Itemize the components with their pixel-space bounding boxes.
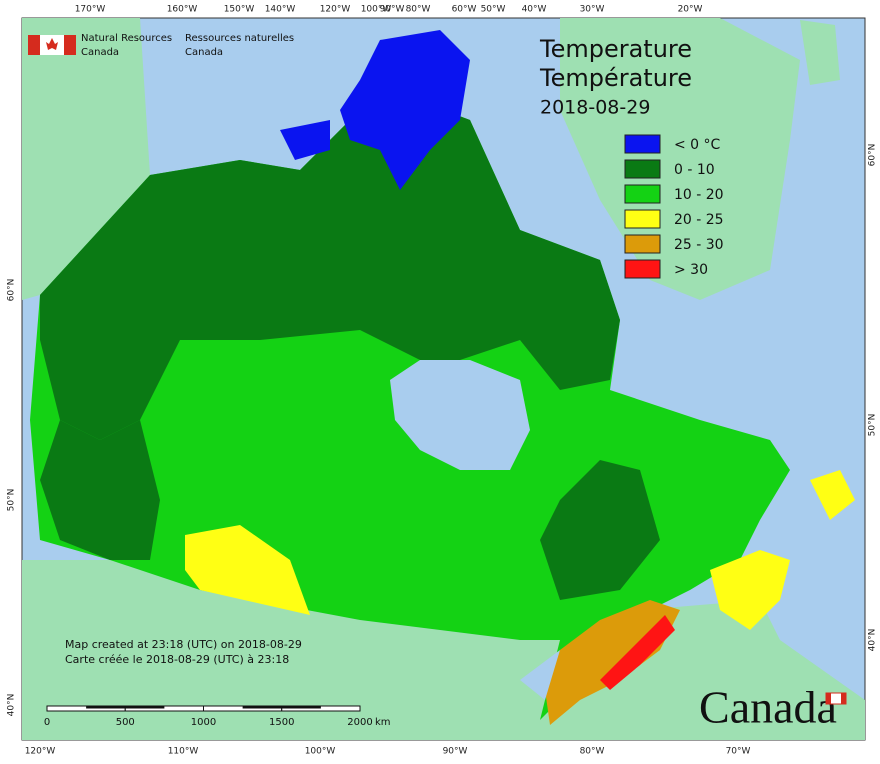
bottom-label: 100°W bbox=[305, 747, 336, 757]
top-label: 50°W bbox=[481, 5, 506, 15]
title-date: 2018-08-29 bbox=[540, 97, 650, 119]
top-label: 170°W bbox=[75, 5, 106, 15]
top-label: 160°W bbox=[167, 5, 198, 15]
hudson-bay bbox=[390, 360, 530, 470]
legend-label: < 0 °C bbox=[674, 137, 721, 153]
bottom-label: 70°W bbox=[726, 747, 751, 757]
left-label: 40°N bbox=[7, 694, 17, 717]
right-label: 60°N bbox=[868, 144, 878, 167]
top-label: 90°W bbox=[380, 5, 405, 15]
right-label: 50°N bbox=[868, 414, 878, 437]
alaska bbox=[22, 18, 150, 300]
arctic-cold bbox=[340, 30, 470, 190]
legend-label: 20 - 25 bbox=[674, 212, 724, 228]
great-lakes bbox=[520, 650, 560, 700]
ontario-very-hot bbox=[600, 615, 675, 690]
left-label: 60°N bbox=[7, 279, 17, 302]
title-fr: Température bbox=[539, 64, 692, 92]
top-label: 40°W bbox=[522, 5, 547, 15]
map-note: Map created at 23:18 (UTC) on 2018-08-29 bbox=[65, 638, 302, 651]
bottom-label: 80°W bbox=[580, 747, 605, 757]
flag-bar bbox=[28, 35, 40, 55]
left-label: 50°N bbox=[7, 489, 17, 512]
top-label: 150°W bbox=[224, 5, 255, 15]
legend-swatch bbox=[624, 234, 661, 254]
wordmark-flag-bar bbox=[826, 693, 831, 704]
scale-label: 1500 bbox=[269, 717, 294, 728]
ontario-hot bbox=[545, 600, 680, 725]
scale-segment-half bbox=[281, 706, 321, 709]
top-label: 20°W bbox=[678, 5, 703, 15]
scale-label: 1000 bbox=[191, 717, 216, 728]
legend-label: 25 - 30 bbox=[674, 237, 724, 253]
title-en: Temperature bbox=[539, 35, 692, 63]
canada-0-10-north bbox=[40, 90, 620, 440]
top-label: 100°W bbox=[361, 5, 392, 15]
bottom-label: 90°W bbox=[443, 747, 468, 757]
agency-en: Canada bbox=[81, 47, 119, 58]
top-label: 140°W bbox=[265, 5, 296, 15]
legend-swatch bbox=[624, 134, 661, 154]
legend-label: > 30 bbox=[674, 262, 708, 278]
maritimes-warm bbox=[710, 550, 790, 630]
bottom-label: 120°W bbox=[25, 747, 56, 757]
canada-0-10-quebec bbox=[540, 460, 660, 600]
arctic-cold-2 bbox=[280, 120, 330, 160]
flag-bar bbox=[64, 35, 76, 55]
agency-fr: Ressources naturelles bbox=[185, 33, 294, 44]
legend-swatch bbox=[624, 184, 661, 204]
scale-unit: km bbox=[375, 717, 391, 728]
scale-segment-half bbox=[125, 706, 165, 709]
bottom-label: 110°W bbox=[168, 747, 199, 757]
map-note: Carte créée le 2018-08-29 (UTC) à 23:18 bbox=[65, 653, 289, 666]
usa bbox=[22, 560, 865, 740]
iceland bbox=[800, 20, 840, 85]
wordmark-flag-bar bbox=[841, 693, 846, 704]
wordmark: Canada bbox=[699, 682, 837, 733]
greenland bbox=[560, 18, 800, 300]
right-label: 40°N bbox=[868, 629, 878, 652]
top-label: 80°W bbox=[406, 5, 431, 15]
scale-label: 500 bbox=[116, 717, 135, 728]
scale-label: 0 bbox=[44, 717, 50, 728]
canada-0-10-west bbox=[40, 420, 160, 560]
top-label: 120°W bbox=[320, 5, 351, 15]
scale-label: 2000 bbox=[347, 717, 372, 728]
newfoundland-warm bbox=[810, 470, 855, 520]
legend-swatch bbox=[624, 209, 661, 229]
prairie-warm bbox=[185, 525, 310, 615]
top-label: 60°W bbox=[452, 5, 477, 15]
flag-leaf bbox=[46, 38, 58, 50]
legend-label: 10 - 20 bbox=[674, 187, 724, 203]
agency-en: Natural Resources bbox=[81, 33, 172, 44]
scale-segment-half bbox=[86, 706, 126, 709]
legend-label: 0 - 10 bbox=[674, 162, 715, 178]
legend-swatch bbox=[624, 259, 661, 279]
top-label: 30°W bbox=[580, 5, 605, 15]
scale-segment-half bbox=[242, 706, 282, 709]
agency-fr: Canada bbox=[185, 47, 223, 58]
legend-swatch bbox=[624, 159, 661, 179]
